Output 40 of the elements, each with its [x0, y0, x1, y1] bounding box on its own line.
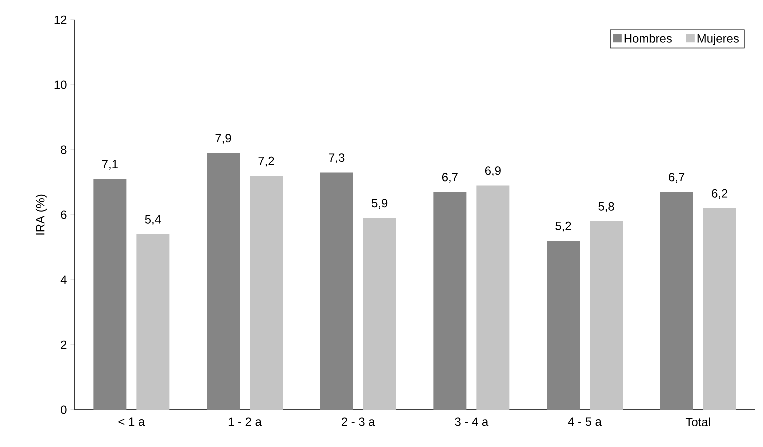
- x-tick-label: 1 - 2 a: [228, 418, 262, 426]
- data-label: 7,3: [329, 154, 345, 164]
- data-label: 6,2: [712, 189, 728, 200]
- y-axis-title: IRA (%): [36, 194, 48, 235]
- x-tick-label: 4 - 5 a: [568, 418, 602, 426]
- data-label: 6,9: [485, 166, 501, 177]
- y-tick-label: 2: [61, 340, 67, 350]
- data-label: 5,8: [598, 202, 614, 212]
- x-tick-label: < 1 a: [118, 418, 146, 426]
- bar: [590, 221, 624, 410]
- data-label: 5,9: [372, 199, 388, 210]
- legend-label: Mujeres: [698, 34, 739, 46]
- bar: [476, 186, 510, 410]
- x-tick-label: Total: [686, 418, 710, 427]
- y-tick-label: 6: [61, 210, 67, 220]
- data-label: 7,1: [102, 160, 118, 170]
- data-label: 5,4: [145, 216, 162, 226]
- y-tick-label: 10: [54, 80, 67, 90]
- legend-label: Hombres: [624, 34, 672, 43]
- y-tick-label: 8: [61, 146, 67, 154]
- bar: [207, 153, 240, 410]
- y-tick-label: 12: [54, 16, 67, 24]
- bar: [703, 208, 736, 410]
- data-label: 7,9: [216, 134, 232, 144]
- data-label: 6,7: [669, 173, 685, 184]
- y-tick-label: 0: [61, 406, 67, 414]
- bar: [363, 218, 396, 410]
- x-tick-label: 2 - 3 a: [342, 418, 376, 426]
- bar: [434, 192, 467, 410]
- data-label: 6,7: [442, 173, 458, 184]
- bar: [660, 192, 694, 410]
- y-tick-label: 4: [60, 276, 67, 284]
- x-tick-label: 3 - 4 a: [455, 418, 489, 426]
- bar: [136, 234, 170, 410]
- bar: [547, 240, 580, 410]
- data-label: 7,2: [258, 156, 274, 167]
- bar: [250, 176, 284, 410]
- bar: [320, 172, 354, 410]
- bar: [94, 179, 127, 410]
- data-label: 5,2: [556, 222, 572, 232]
